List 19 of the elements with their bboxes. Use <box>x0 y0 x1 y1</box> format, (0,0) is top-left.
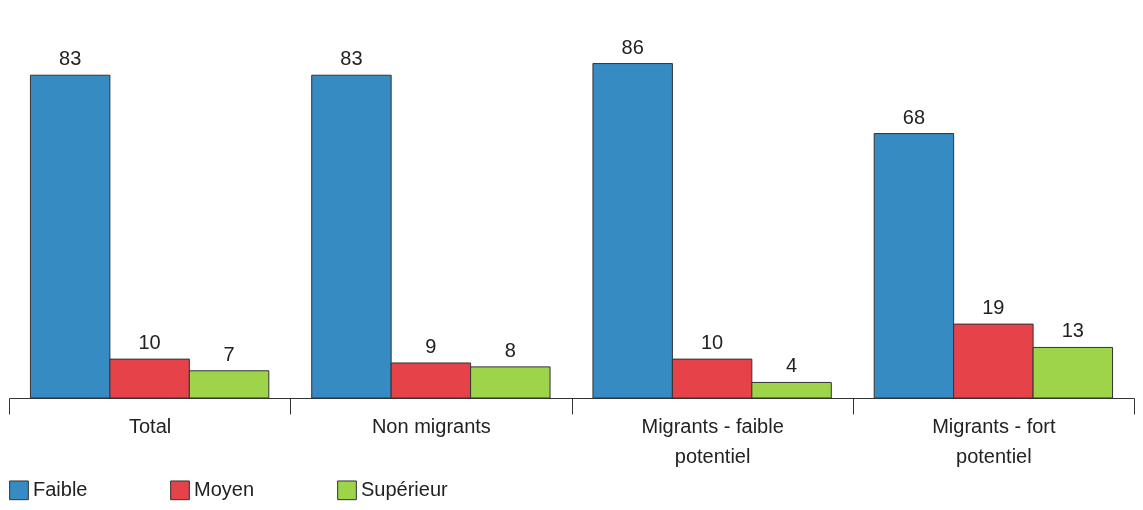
data-label: 10 <box>138 331 161 354</box>
data-label: 86 <box>621 35 644 58</box>
data-label: 13 <box>1061 319 1084 342</box>
legend-label: Moyen <box>194 478 255 501</box>
legend-label: Faible <box>33 478 88 501</box>
data-label: 8 <box>504 338 516 361</box>
legend-label: Supérieur <box>361 478 449 501</box>
data-label: 10 <box>701 331 724 354</box>
data-label: 83 <box>340 47 363 70</box>
x-tick-label: Total <box>129 414 172 437</box>
data-label: 7 <box>223 342 235 365</box>
data-label: 4 <box>786 354 798 377</box>
x-tick-label: Migrants - faible potentiel <box>641 414 784 467</box>
x-tick-label: Non migrants <box>371 414 491 437</box>
x-tick-label: Migrants - fort potentiel <box>932 414 1056 467</box>
data-label: 83 <box>59 47 82 70</box>
data-label: 9 <box>425 335 437 357</box>
data-label: 19 <box>982 296 1005 319</box>
data-label: 68 <box>902 105 926 128</box>
